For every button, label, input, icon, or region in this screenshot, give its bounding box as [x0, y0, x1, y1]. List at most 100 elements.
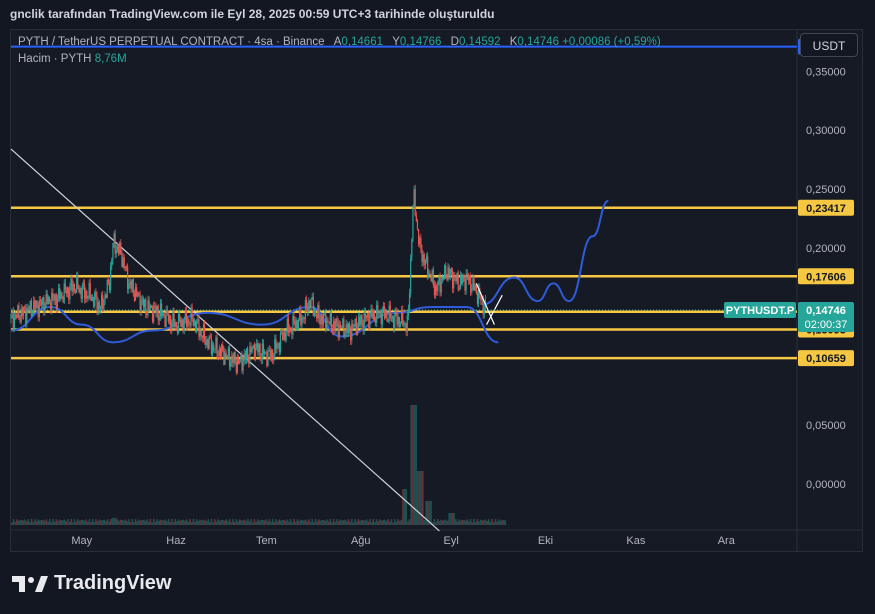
candle-body — [252, 344, 254, 349]
candle-body — [57, 288, 60, 299]
legend-symbol[interactable]: PYTH / TetherUS PERPETUAL CONTRACT · 4sa… — [18, 36, 325, 48]
volume-bar — [341, 520, 343, 525]
candle-body — [168, 315, 171, 322]
candle-body — [156, 305, 158, 314]
volume-bar — [309, 521, 312, 525]
volume-bar — [388, 521, 391, 525]
volume-bar — [357, 519, 360, 525]
candle-body — [449, 269, 451, 277]
volume-bar — [179, 520, 181, 525]
volume-bar — [131, 519, 134, 525]
candle-body — [133, 293, 136, 301]
candle-body — [187, 319, 189, 326]
candle-body — [151, 307, 154, 322]
candle-body — [40, 301, 43, 305]
volume-bar — [425, 501, 427, 525]
candle-body — [176, 326, 179, 333]
volume-bar — [494, 519, 497, 525]
tradingview-logo[interactable]: TradingView — [12, 572, 171, 595]
volume-bar — [275, 519, 277, 525]
candle-body — [385, 311, 387, 319]
volume-bar — [281, 520, 284, 525]
brand-name: TradingView — [54, 572, 172, 594]
volume-bar — [154, 521, 157, 525]
volume-bar — [77, 519, 79, 525]
volume-bar — [106, 519, 109, 525]
volume-bar — [319, 520, 322, 525]
volume-bar — [220, 519, 223, 525]
volume-bar — [481, 520, 484, 525]
volume-bar — [331, 522, 333, 525]
volume-bar — [245, 520, 247, 525]
candle-body — [165, 310, 167, 327]
candle-body — [475, 285, 477, 294]
legend-volume-label[interactable]: Hacim · PYTH — [18, 53, 92, 65]
volume-bar — [402, 489, 404, 525]
candle-body — [20, 308, 22, 323]
candle-body — [83, 283, 86, 299]
candle-body — [273, 356, 275, 361]
volume-bar — [478, 521, 480, 525]
candle-body — [427, 256, 429, 278]
volume-bar — [22, 520, 25, 525]
volume-bar — [270, 522, 272, 525]
volume-bar — [209, 521, 211, 525]
volume-bar — [435, 521, 437, 525]
candle-body — [313, 310, 316, 317]
volume-bar — [243, 519, 246, 525]
volume-bar — [65, 521, 68, 525]
candle-body — [220, 344, 223, 357]
candle-body — [266, 351, 268, 367]
volume-bar — [502, 520, 505, 525]
candle-body — [257, 343, 259, 353]
candle-body — [463, 275, 465, 279]
candle-body — [77, 276, 79, 289]
volume-bar — [238, 519, 241, 525]
candle-body — [210, 338, 213, 355]
candles — [10, 184, 486, 376]
candle-body — [148, 300, 150, 310]
candle-body — [12, 311, 14, 329]
candle-body — [56, 298, 59, 309]
volume-bar — [491, 519, 493, 525]
volume-bar — [321, 519, 323, 525]
price-tag — [798, 301, 854, 332]
volume-bar — [73, 519, 76, 525]
candle-body — [89, 283, 91, 299]
candle-body — [113, 233, 115, 244]
candle-body — [28, 307, 30, 311]
candle-body — [193, 320, 196, 326]
candle-body — [393, 316, 395, 328]
volume-bar — [336, 519, 338, 525]
candle-body — [62, 298, 64, 303]
candle-body — [250, 346, 252, 352]
candle-body — [149, 305, 151, 310]
candle-body — [476, 293, 479, 304]
currency-button[interactable]: USDT — [800, 33, 858, 57]
candle-body — [267, 351, 269, 367]
candle-body — [85, 291, 87, 299]
candle-body — [364, 312, 366, 318]
volume-bar — [182, 519, 185, 525]
volume-bar — [504, 520, 507, 525]
volume-bar — [395, 521, 398, 525]
legend-symbol-line: PYTH / TetherUS PERPETUAL CONTRACT · 4sa… — [18, 36, 661, 48]
candle-body — [434, 285, 437, 295]
volume-bar — [474, 521, 477, 525]
candle-body — [81, 285, 83, 299]
candle-body — [128, 283, 130, 290]
candle-body — [441, 277, 443, 281]
x-tick-label: May — [71, 535, 92, 547]
volume-bar — [308, 519, 310, 525]
candle-body — [222, 344, 224, 351]
candle-body — [80, 287, 82, 299]
candle-body — [269, 349, 271, 360]
volume-bar — [235, 519, 238, 525]
candle-body — [192, 319, 194, 326]
candle-body — [293, 316, 295, 322]
tradingview-logo-icon — [12, 575, 48, 592]
candle-body — [29, 300, 31, 311]
volume-bar — [93, 521, 96, 525]
candle-body — [451, 271, 454, 289]
